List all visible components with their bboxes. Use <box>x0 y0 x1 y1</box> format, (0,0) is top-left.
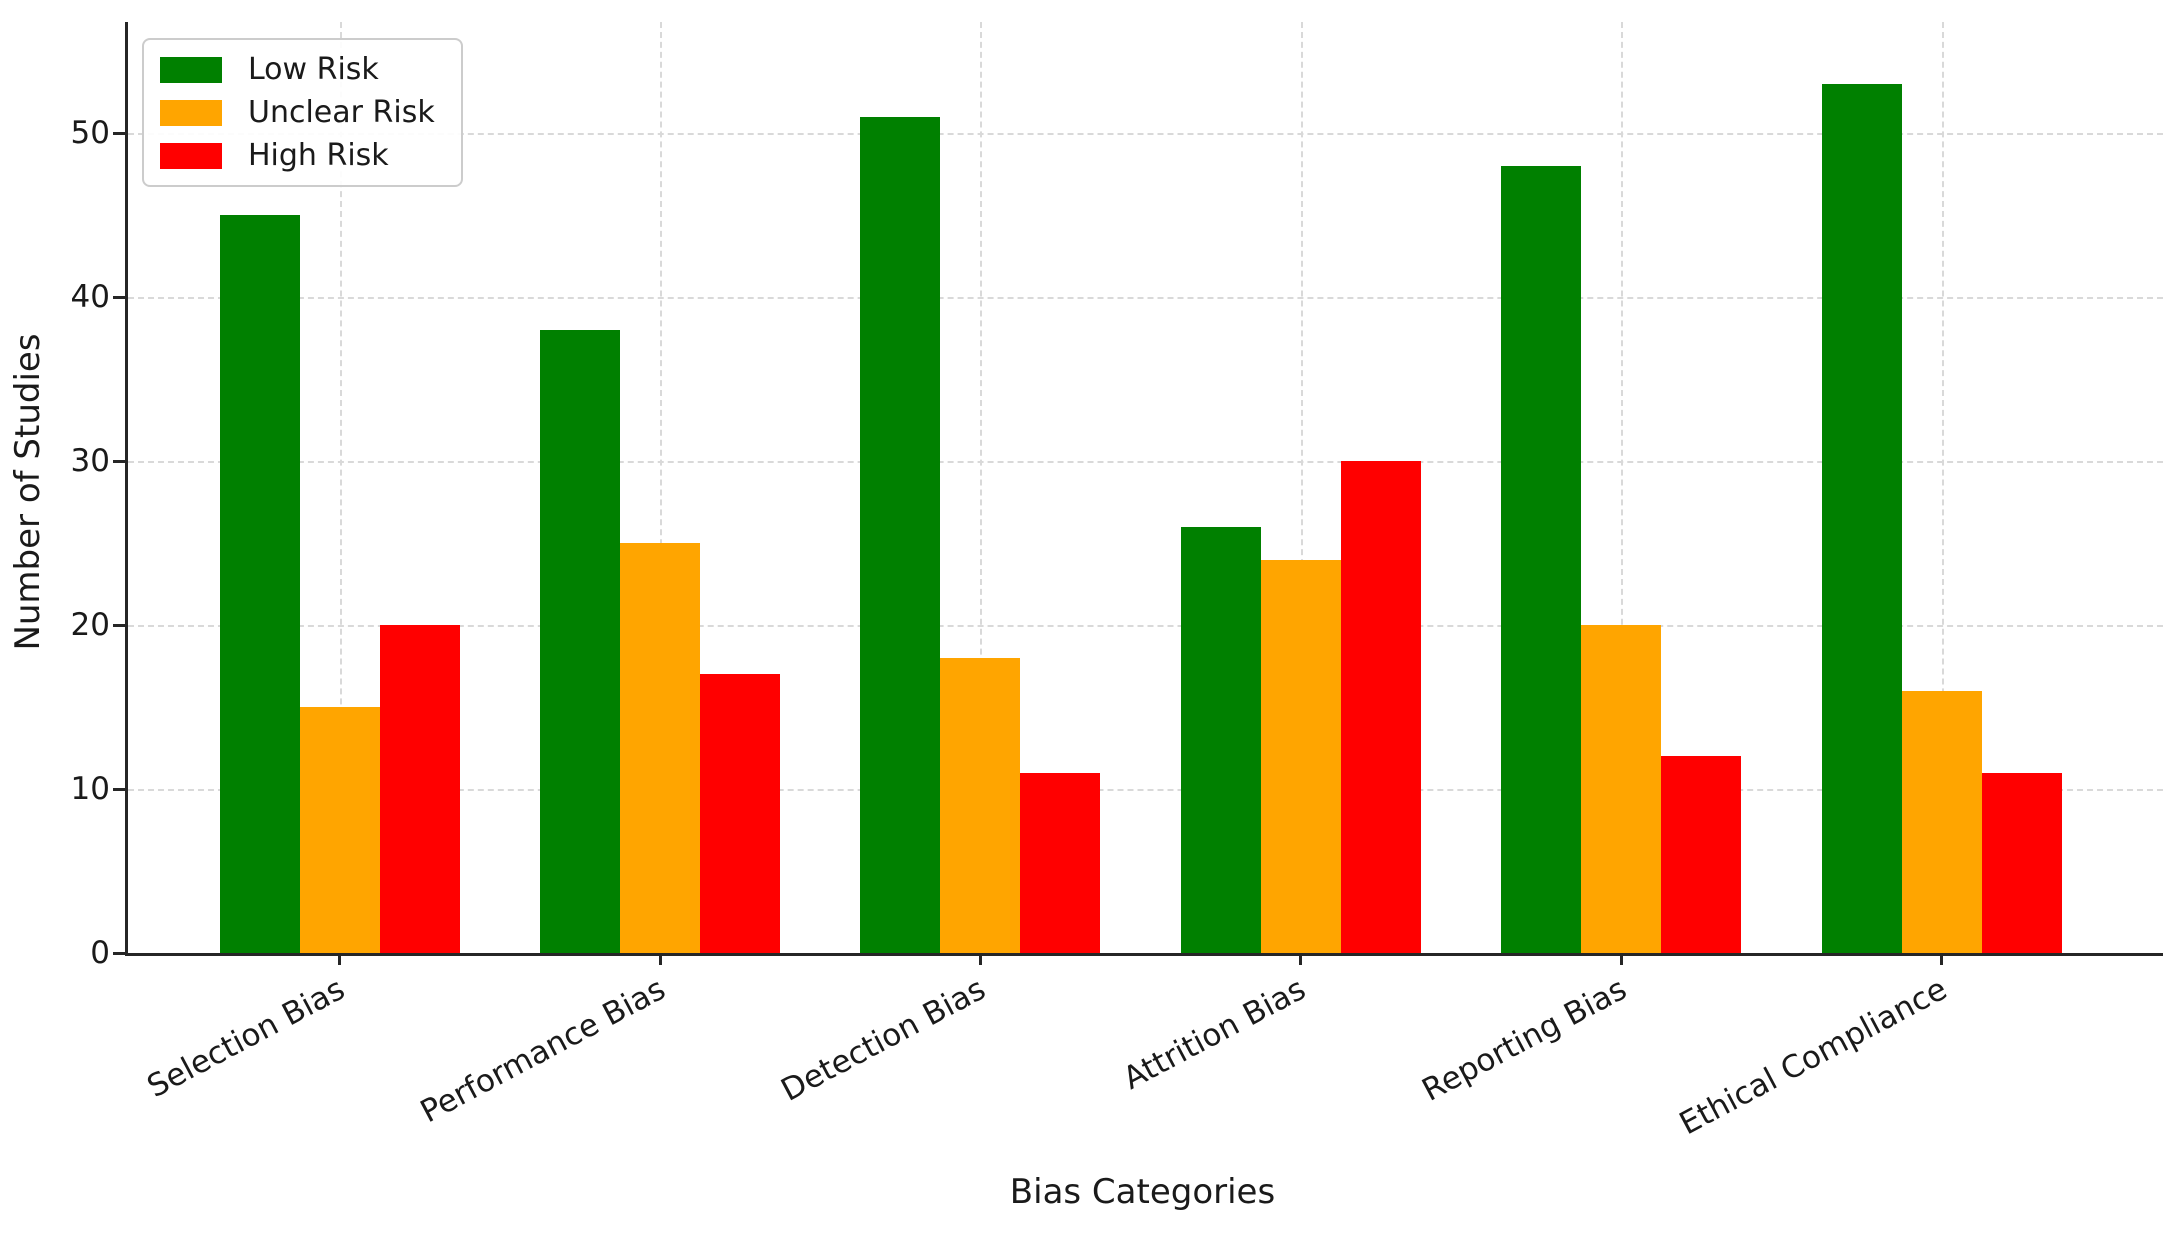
x-category-label-ethical-compliance: Ethical Compliance <box>1673 971 1953 1143</box>
gridline-x-reporting-bias <box>1621 22 1624 953</box>
bar-low-risk-selection-bias <box>219 215 300 953</box>
y-tick-label-0: 0 <box>90 935 110 971</box>
legend-swatch-low-risk <box>160 56 222 83</box>
gridline-y-30 <box>128 461 2163 464</box>
x-tick-mark-performance-bias <box>658 953 662 965</box>
gridline-y-10 <box>128 789 2163 792</box>
y-tick-mark-30 <box>113 459 125 463</box>
x-tick-mark-attrition-bias <box>1299 953 1303 965</box>
y-tick-mark-0 <box>113 951 125 955</box>
bar-high-risk-attrition-bias <box>1340 461 1421 953</box>
bar-unclear-risk-performance-bias <box>620 543 701 953</box>
bar-low-risk-attrition-bias <box>1180 526 1261 953</box>
y-tick-mark-10 <box>113 787 125 791</box>
y-tick-mark-20 <box>113 623 125 627</box>
gridline-x-selection-bias <box>339 22 342 953</box>
bar-high-risk-detection-bias <box>1020 772 1101 953</box>
x-category-label-attrition-bias: Attrition Bias <box>1117 971 1312 1097</box>
y-tick-label-30: 30 <box>70 443 110 480</box>
x-category-label-selection-bias: Selection Bias <box>141 971 351 1106</box>
bar-high-risk-selection-bias <box>379 625 460 953</box>
x-tick-mark-selection-bias <box>338 953 342 965</box>
legend-label-high-risk: High Risk <box>248 138 389 173</box>
gridline-y-20 <box>128 625 2163 628</box>
bar-high-risk-performance-bias <box>700 674 780 953</box>
gridline-y-50 <box>128 133 2163 136</box>
x-tick-mark-detection-bias <box>978 953 982 965</box>
legend-label-low-risk: Low Risk <box>248 52 379 87</box>
x-category-label-performance-bias: Performance Bias <box>414 971 671 1131</box>
gridline-x-ethical-compliance <box>1941 22 1944 953</box>
legend-row-unclear-risk: Unclear Risk <box>160 95 435 130</box>
bar-unclear-risk-selection-bias <box>299 707 380 953</box>
bar-low-risk-performance-bias <box>540 330 621 953</box>
legend-row-high-risk: High Risk <box>160 138 435 173</box>
x-category-label-reporting-bias: Reporting Bias <box>1416 971 1633 1109</box>
x-tick-mark-reporting-bias <box>1619 953 1623 965</box>
y-tick-mark-50 <box>113 131 125 135</box>
x-tick-mark-ethical-compliance <box>1940 953 1944 965</box>
bar-low-risk-reporting-bias <box>1501 166 1582 953</box>
x-axis-title: Bias Categories <box>1009 1172 1276 1212</box>
gridline-x-performance-bias <box>660 22 663 953</box>
y-tick-label-50: 50 <box>70 115 110 152</box>
bar-unclear-risk-attrition-bias <box>1260 559 1341 953</box>
bar-unclear-risk-detection-bias <box>940 657 1021 953</box>
bar-low-risk-ethical-compliance <box>1821 84 1902 953</box>
bar-high-risk-reporting-bias <box>1661 756 1742 953</box>
plot-area: 0 10 20 30 40 50 Selection Bias Performance Bia… <box>71 22 2163 1142</box>
bar-unclear-risk-ethical-compliance <box>1901 690 1982 953</box>
gridline-x-detection-bias <box>980 22 983 953</box>
gridline-x-attrition-bias <box>1300 22 1303 953</box>
y-tick-mark-40 <box>113 295 125 299</box>
y-tick-label-10: 10 <box>70 771 110 808</box>
legend-swatch-high-risk <box>160 142 222 169</box>
bar-unclear-risk-reporting-bias <box>1581 625 1662 953</box>
legend-label-unclear-risk: Unclear Risk <box>248 95 435 130</box>
bar-high-risk-ethical-compliance <box>1981 772 2062 953</box>
bar-low-risk-detection-bias <box>860 117 941 953</box>
y-tick-label-20: 20 <box>70 607 110 644</box>
legend: Low Risk Unclear Risk High Risk <box>142 38 463 187</box>
legend-swatch-unclear-risk <box>160 99 222 126</box>
y-tick-label-40: 40 <box>70 279 110 316</box>
gridline-y-40 <box>128 297 2163 300</box>
x-category-label-detection-bias: Detection Bias <box>775 971 992 1109</box>
legend-row-low-risk: Low Risk <box>160 52 435 87</box>
